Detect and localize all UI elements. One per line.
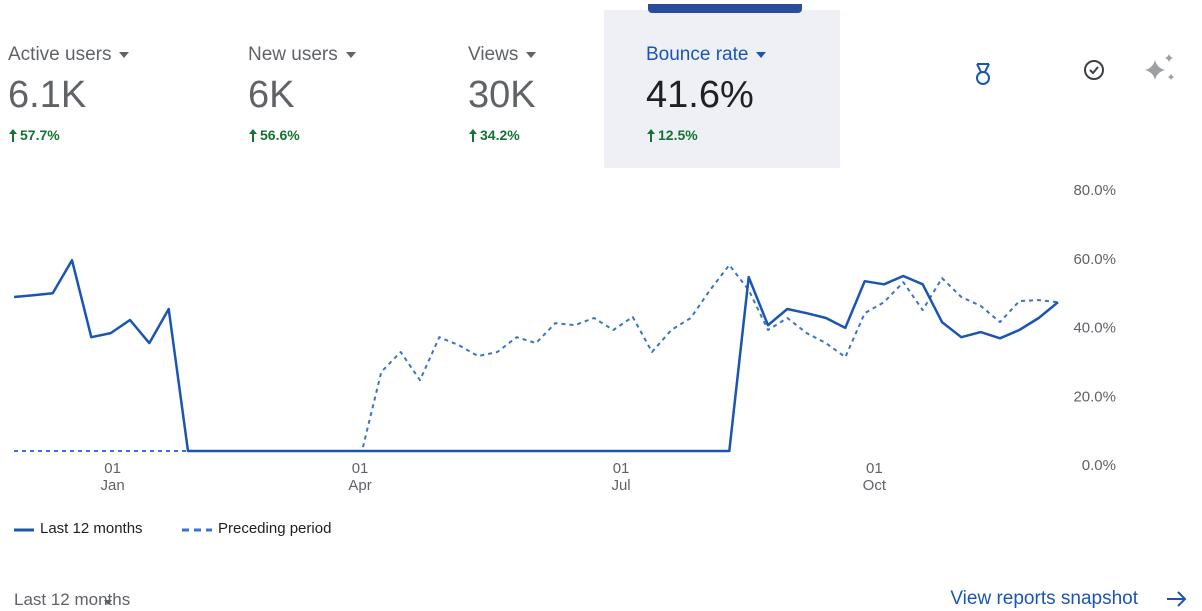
- x-tick-label: 01 Apr: [348, 460, 372, 494]
- caret: [119, 52, 130, 58]
- caret: [756, 52, 767, 58]
- check-icon[interactable]: [1084, 60, 1104, 80]
- y-tick-label: 60.0%: [1073, 251, 1116, 268]
- up-arrow: [9, 128, 17, 142]
- y-tick-label: 80.0%: [1073, 182, 1116, 199]
- legend-label: Last 12 months: [40, 520, 143, 537]
- metric-value: 41.6%: [646, 74, 754, 116]
- metric-change: 56.6%: [260, 127, 300, 143]
- metric-label: Views: [468, 44, 519, 65]
- metric-change: 12.5%: [658, 127, 698, 143]
- metric-change: 34.2%: [480, 127, 520, 143]
- legend-label: Preceding period: [218, 520, 332, 537]
- y-tick-label: 40.0%: [1073, 320, 1116, 337]
- sparkle-icon[interactable]: [1145, 54, 1174, 80]
- up-arrow: [647, 128, 655, 142]
- y-tick-label: 20.0%: [1073, 388, 1116, 405]
- metric-label: Bounce rate: [646, 44, 749, 65]
- metric-change: 57.7%: [20, 127, 60, 143]
- selected-tab-bg: [604, 10, 840, 168]
- metric-tab[interactable]: Bounce rate 41.6% 12.5%: [646, 44, 767, 143]
- metric-tab[interactable]: New users 6K 56.6%: [248, 44, 356, 143]
- metric-label: New users: [248, 44, 338, 65]
- x-tick-label: 01 Jan: [100, 460, 125, 494]
- metric-value: 30K: [468, 74, 536, 116]
- selected-tab-bar: [648, 4, 802, 13]
- snapshot-link[interactable]: View reports snapshot: [950, 588, 1138, 609]
- metric-tab[interactable]: Views 30K 34.2%: [468, 44, 537, 143]
- metric-value: 6K: [248, 74, 295, 116]
- y-tick-label: 0.0%: [1082, 457, 1116, 474]
- series-line: [14, 264, 1059, 452]
- up-arrow: [469, 128, 477, 142]
- up-arrow: [249, 128, 257, 142]
- x-tick-label: 01 Jul: [611, 460, 631, 494]
- caret: [345, 52, 356, 58]
- date-range[interactable]: Last 12 months: [14, 590, 131, 609]
- metric-tab[interactable]: Active users 6.1K 57.7%: [8, 44, 130, 143]
- arrow-icon: [1167, 591, 1187, 607]
- metric-label: Active users: [8, 44, 112, 65]
- caret: [526, 52, 537, 58]
- series-line: [13, 258, 1059, 453]
- medal-icon[interactable]: [976, 63, 990, 85]
- metric-value: 6.1K: [8, 74, 87, 116]
- x-tick-label: 01 Oct: [862, 460, 886, 494]
